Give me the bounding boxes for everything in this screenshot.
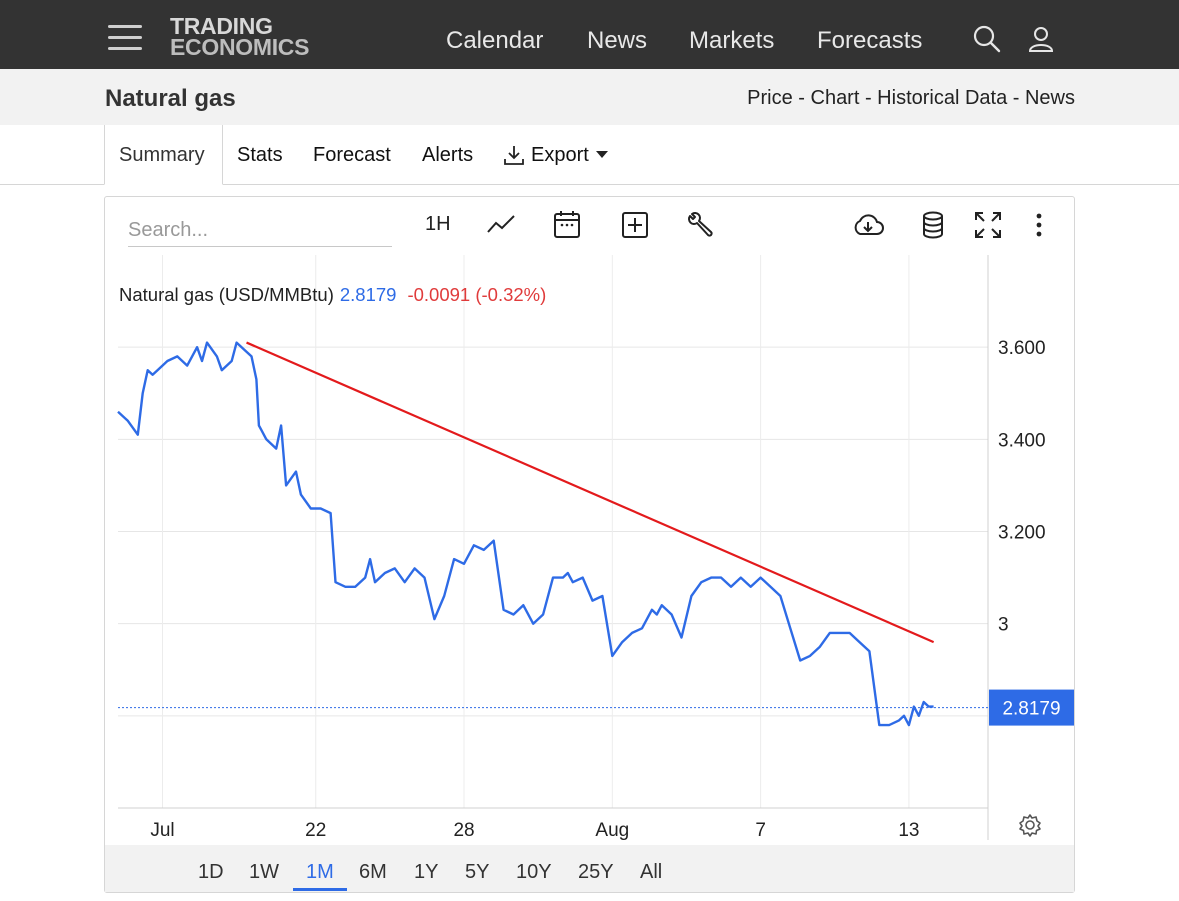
y-tick-label: 3.400 <box>998 430 1046 451</box>
nav-link-news[interactable]: News <box>587 27 648 54</box>
cloud-download-icon[interactable] <box>851 210 885 240</box>
tab-summary[interactable]: Summary <box>104 125 223 185</box>
database-icon[interactable] <box>920 210 946 240</box>
top-navigation: TRADING ECONOMICS Calendar News Markets … <box>0 0 1179 69</box>
nav-link-calendar[interactable]: Calendar <box>446 27 544 54</box>
range-selector <box>105 845 1074 892</box>
search-input[interactable]: Search... <box>128 217 392 247</box>
legend-name: Natural gas (USD/MMBtu) <box>119 284 334 305</box>
range-button-1w[interactable]: 1W <box>249 861 279 883</box>
range-button-1m[interactable]: 1M <box>306 861 334 883</box>
x-tick-label: 28 <box>453 820 474 841</box>
series-layer: 2.8179 <box>117 341 1074 727</box>
legend-series-name: Natural gas (USD/MMBtu) 2.8179 -0.0091 (-0… <box>119 284 546 305</box>
chart-type-icon[interactable] <box>486 210 518 240</box>
nav-link-forecasts[interactable]: Forecasts <box>817 27 923 54</box>
x-axis: Jul 22 28 Aug 7 13 <box>118 807 988 841</box>
x-tick-label: 7 <box>755 820 766 841</box>
y-tick-label: 3.600 <box>998 338 1046 359</box>
last-price-label: 2.8179 <box>1002 699 1060 720</box>
range-button-all[interactable]: All <box>640 861 663 883</box>
logo-line-1: TRADING <box>170 13 273 39</box>
range-button-1d[interactable]: 1D <box>198 861 224 883</box>
range-button-6m[interactable]: 6M <box>359 861 387 883</box>
search-icon[interactable] <box>972 24 1002 54</box>
x-tick-label: 13 <box>898 820 919 841</box>
interval-selector[interactable]: 1H <box>425 213 451 235</box>
range-button-5y[interactable]: 5Y <box>465 861 490 883</box>
fullscreen-icon[interactable] <box>974 210 1002 240</box>
chart-panel <box>104 196 1075 893</box>
range-button-10y[interactable]: 10Y <box>516 861 552 883</box>
hamburger-menu-icon[interactable] <box>108 25 142 51</box>
more-options-icon[interactable] <box>1033 210 1045 240</box>
range-button-25y[interactable]: 25Y <box>578 861 614 883</box>
tab-alerts[interactable]: Alerts <box>422 144 474 166</box>
x-tick-label: Aug <box>595 820 629 841</box>
calendar-icon[interactable] <box>553 210 581 240</box>
x-tick-label: Jul <box>150 820 174 841</box>
legend-change: -0.0091 (-0.32%) <box>407 284 546 305</box>
legend-last-value: 2.8179 <box>340 284 397 305</box>
add-indicator-icon[interactable] <box>621 210 649 240</box>
tab-stats[interactable]: Stats <box>237 144 283 166</box>
price-series-line <box>117 341 934 727</box>
y-tick-label: 3 <box>998 615 1009 636</box>
logo-line-2: ECONOMICS <box>170 34 310 60</box>
page-title: Natural gas <box>105 85 236 112</box>
last-price-badge <box>989 689 1074 726</box>
trendline <box>246 341 935 644</box>
export-label: Export <box>531 144 589 166</box>
sub-navigation[interactable]: Price - Chart - Historical Data - News <box>747 87 1075 109</box>
download-icon <box>504 146 524 165</box>
chart-settings-icon[interactable] <box>1019 814 1041 837</box>
chart-legend: Natural gas (USD/MMBtu) 2.8179 -0.0091 (-0… <box>119 284 546 305</box>
tab-bar: Summary Stats Forecast Alerts Export <box>0 125 1179 185</box>
nav-link-markets[interactable]: Markets <box>689 27 775 54</box>
wrench-icon[interactable] <box>686 210 714 240</box>
page-header: Natural gas Price - Chart - Historical D… <box>0 69 1179 125</box>
active-range-indicator <box>293 888 347 891</box>
range-button-1y[interactable]: 1Y <box>414 861 439 883</box>
x-tick-label: 22 <box>305 820 326 841</box>
caret-down-icon <box>596 151 608 158</box>
logo[interactable]: TRADING ECONOMICS <box>170 13 310 60</box>
chart-grid <box>118 255 988 808</box>
y-axis: 3.600 3.400 3.200 3 <box>987 255 1046 840</box>
tab-forecast[interactable]: Forecast <box>313 144 391 166</box>
y-tick-label: 3.200 <box>998 523 1046 544</box>
user-icon[interactable] <box>1026 24 1056 54</box>
